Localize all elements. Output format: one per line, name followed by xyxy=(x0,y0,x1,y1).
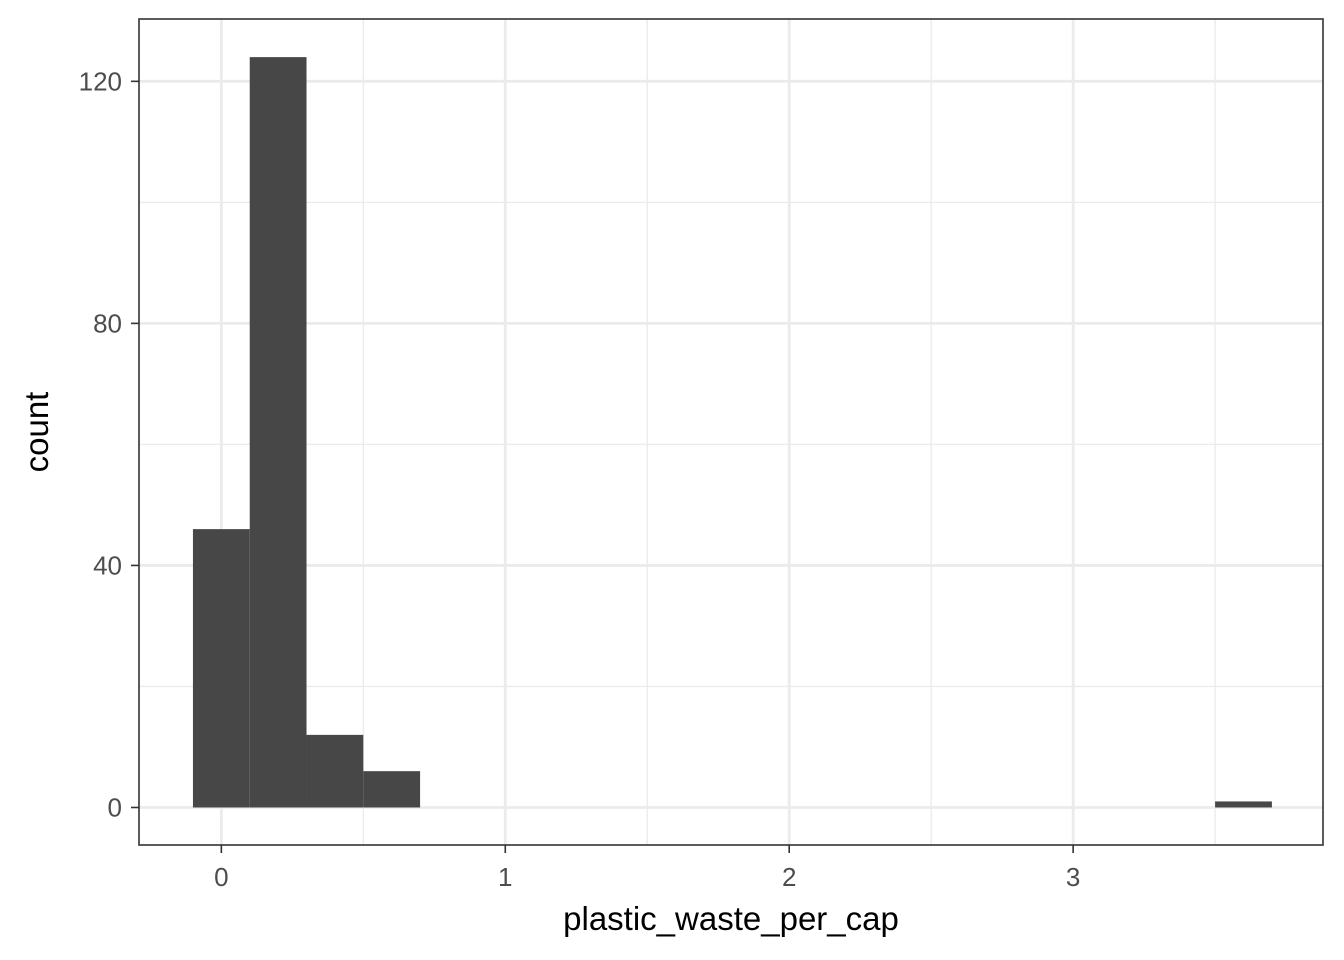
x-axis-title: plastic_waste_per_cap xyxy=(563,900,899,937)
y-axis-title: count xyxy=(18,392,55,473)
histogram-bar xyxy=(1215,801,1272,808)
y-tick-label: 40 xyxy=(93,550,122,580)
plot-panel-border xyxy=(138,18,1324,846)
histogram-bar xyxy=(249,57,307,808)
x-axis: 0 1 2 3 xyxy=(214,845,1080,892)
y-tick-label: 80 xyxy=(93,308,122,338)
minor-gridlines xyxy=(139,19,1323,845)
histogram-bar xyxy=(306,734,364,808)
histogram-bar xyxy=(192,529,250,808)
x-tick-label: 0 xyxy=(214,862,228,892)
y-tick-label: 120 xyxy=(79,66,122,96)
histogram-bars xyxy=(192,57,1272,808)
x-tick-label: 3 xyxy=(1066,862,1080,892)
histogram-bar xyxy=(363,771,421,808)
y-axis: 0 40 80 120 xyxy=(79,66,139,822)
x-tick-label: 2 xyxy=(782,862,796,892)
x-tick-label: 1 xyxy=(498,862,512,892)
y-tick-label: 0 xyxy=(108,792,122,822)
